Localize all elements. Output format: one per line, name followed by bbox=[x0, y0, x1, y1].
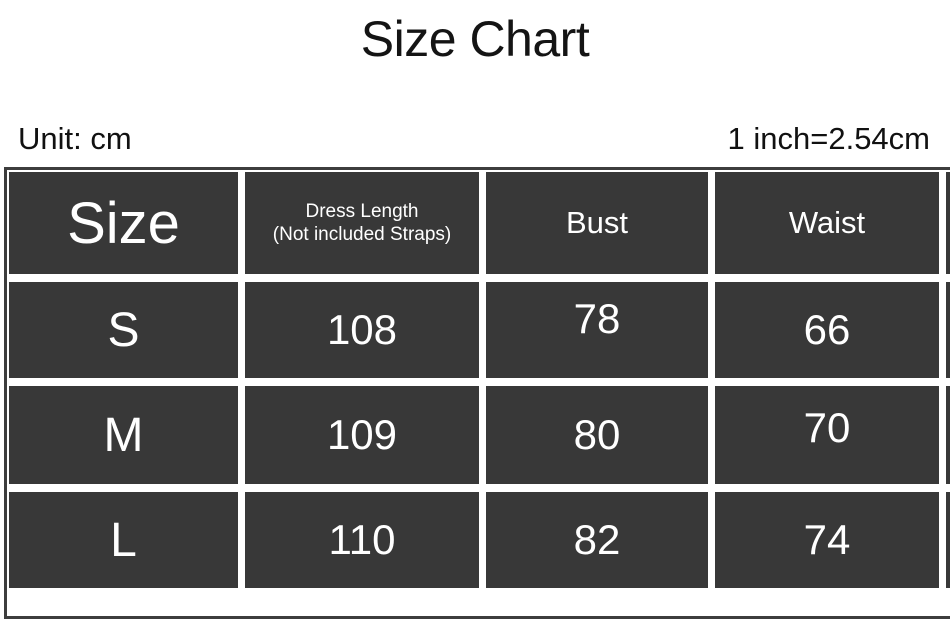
cutoff-column-edge bbox=[946, 282, 950, 378]
cell-size-m: M bbox=[9, 386, 238, 484]
header-cell-size: Size bbox=[9, 172, 238, 274]
cell-dress-length-m: 109 bbox=[245, 386, 479, 484]
size-chart-table: Size Dress Length (Not included Straps) … bbox=[4, 167, 950, 619]
cell-waist-l: 74 bbox=[715, 492, 939, 588]
cell-bust-m: 80 bbox=[486, 386, 708, 484]
cell-waist-s: 66 bbox=[715, 282, 939, 378]
header-cell-dress-length: Dress Length (Not included Straps) bbox=[245, 172, 479, 274]
header-cell-bust: Bust bbox=[486, 172, 708, 274]
cell-dress-length-l: 110 bbox=[245, 492, 479, 588]
page-title: Size Chart bbox=[360, 11, 590, 67]
unit-label: Unit: cm bbox=[18, 121, 132, 156]
dress-length-line1: Dress Length bbox=[305, 200, 419, 222]
cell-size-s: S bbox=[9, 282, 238, 378]
inch-conversion-label: 1 inch=2.54cm bbox=[727, 121, 930, 156]
cutoff-column-edge bbox=[946, 172, 950, 274]
header-cell-waist: Waist bbox=[715, 172, 939, 274]
cell-waist-m: 70 bbox=[715, 386, 939, 484]
cell-dress-length-s: 108 bbox=[245, 282, 479, 378]
cell-size-l: L bbox=[9, 492, 238, 588]
dress-length-line2: (Not included Straps) bbox=[272, 224, 452, 245]
cutoff-column-edge bbox=[946, 492, 950, 588]
cell-bust-s: 78 bbox=[486, 282, 708, 378]
cell-bust-l: 82 bbox=[486, 492, 708, 588]
cutoff-column-edge bbox=[946, 386, 950, 484]
